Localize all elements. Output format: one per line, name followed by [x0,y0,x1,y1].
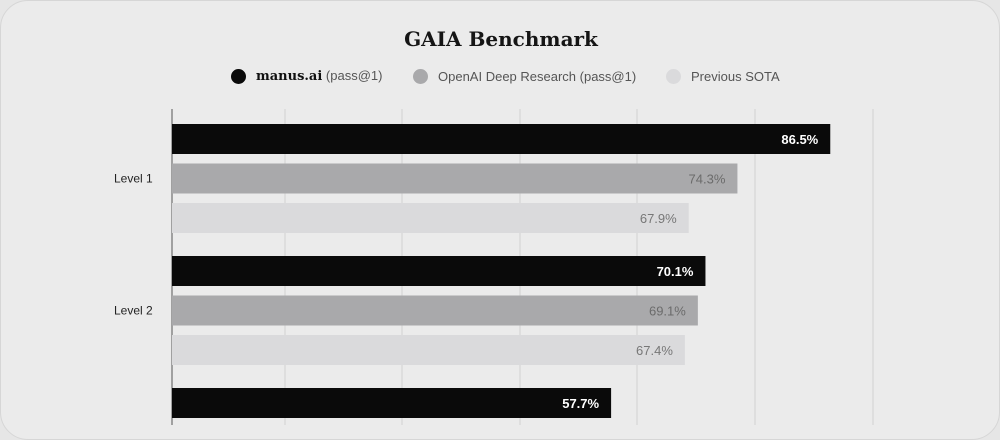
bar-value-label: 67.9% [640,211,677,226]
bar-value-label: 74.3% [689,172,726,187]
legend-label-previous-sota: Previous SOTA [691,68,780,84]
legend-item-manus: manus.ai (pass@1) [231,65,382,87]
legend-item-previous-sota: Previous SOTA [666,65,780,87]
category-label: Level 1 [114,172,153,186]
bar [172,295,698,326]
legend-swatch-openai [413,68,428,84]
bar-value-label: 70.1% [657,264,694,279]
bar-value-label: 86.5% [781,132,818,147]
bar [172,124,831,154]
legend-suffix-manus: (pass@1) [325,68,383,83]
bar [172,163,738,194]
bar [172,388,612,418]
bar [172,203,689,233]
bar-value-label: 67.4% [636,343,673,358]
legend-label-manus: manus.ai [256,69,323,84]
legend-swatch-previous-sota [666,68,681,84]
bar-value-label: 57.7% [562,396,599,411]
category-label: Level 2 [114,304,153,318]
legend-item-openai: OpenAI Deep Research (pass@1) [413,65,636,87]
bar [172,335,685,365]
legend-label-openai: OpenAI Deep Research (pass@1) [438,68,637,84]
bar [172,256,706,286]
bar-value-label: 69.1% [649,304,686,319]
chart-title: GAIA Benchmark [404,27,598,51]
bar-chart: Level 1 86.5% 74.3% 67.9% Level 2 70.1% 69.1% 6… [114,109,874,425]
legend-swatch-manus [231,68,246,84]
chart-legend: manus.ai (pass@1) OpenAI Deep Research (… [1,65,999,87]
